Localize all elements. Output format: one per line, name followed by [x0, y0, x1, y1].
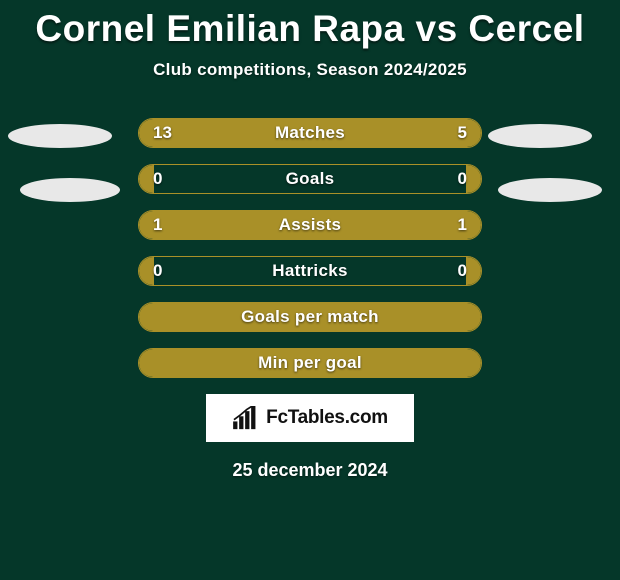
bar-full [139, 349, 481, 377]
bar-left [139, 211, 310, 239]
stat-row: Goals00 [138, 164, 482, 194]
stat-row: Hattricks00 [138, 256, 482, 286]
bar-right [466, 165, 481, 193]
footer-date: 25 december 2024 [0, 460, 620, 481]
logo-box: FcTables.com [206, 394, 414, 442]
stat-row: Min per goal [138, 348, 482, 378]
stat-row: Assists11 [138, 210, 482, 240]
page-subtitle: Club competitions, Season 2024/2025 [0, 60, 620, 80]
bar-right [466, 257, 481, 285]
stat-value-left: 0 [153, 257, 162, 285]
bar-full [139, 303, 481, 331]
comparison-chart: Matches135Goals00Assists11Hattricks00Goa… [0, 118, 620, 378]
stat-row: Matches135 [138, 118, 482, 148]
bar-left [139, 165, 154, 193]
bar-left [139, 119, 374, 147]
logo-text: FcTables.com [266, 407, 388, 429]
stat-label: Goals [139, 165, 481, 193]
page-title: Cornel Emilian Rapa vs Cercel [0, 0, 620, 50]
stat-value-left: 0 [153, 165, 162, 193]
bars-icon [232, 406, 260, 430]
stat-label: Hattricks [139, 257, 481, 285]
bar-right [374, 119, 481, 147]
stat-row: Goals per match [138, 302, 482, 332]
bar-left [139, 257, 154, 285]
bar-right [310, 211, 481, 239]
